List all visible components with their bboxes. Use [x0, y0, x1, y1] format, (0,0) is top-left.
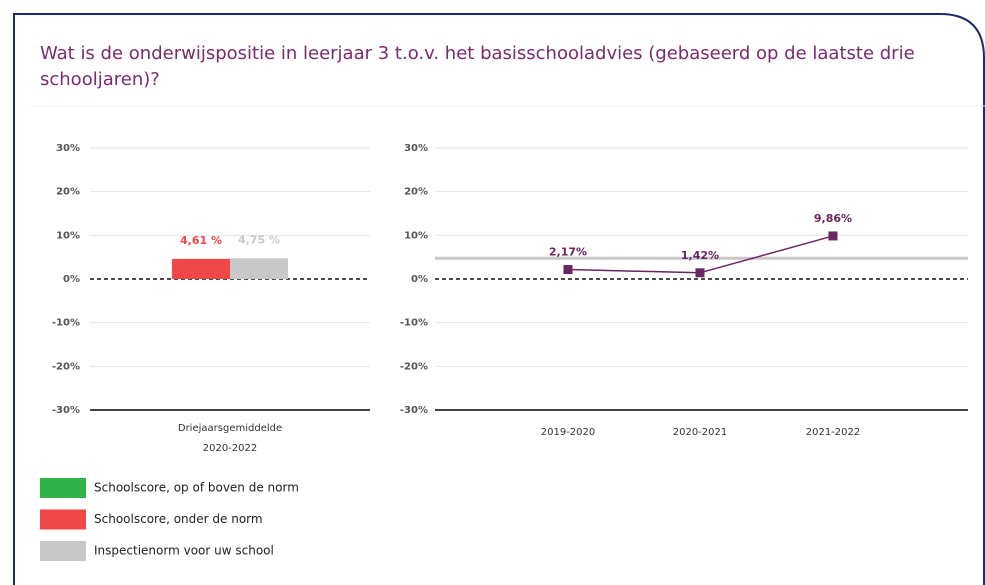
title-line: schooljaren)?: [40, 69, 160, 90]
y-tick-label: 10%: [56, 230, 80, 241]
legend-swatch: [40, 509, 86, 530]
frame: [13, 13, 985, 585]
y-tick-label: -10%: [52, 318, 80, 329]
marker: [828, 231, 838, 241]
y-tick-label: 10%: [404, 230, 428, 241]
title-line: Wat is de onderwijspositie in leerjaar 3…: [40, 43, 915, 64]
x-tick-label: 2020-2022: [203, 443, 258, 454]
y-tick-label: 30%: [56, 143, 80, 154]
value-label: 4,61 %: [180, 234, 222, 247]
marker: [695, 268, 705, 278]
legend-label: Schoolscore, onder de norm: [94, 512, 263, 526]
y-tick-label: 20%: [404, 187, 428, 198]
marker: [563, 265, 573, 275]
x-tick-label: 2021-2022: [806, 427, 861, 438]
y-tick-label: 0%: [63, 274, 80, 285]
x-tick-label: 2019-2020: [541, 427, 596, 438]
y-tick-label: -20%: [52, 361, 80, 372]
bar: [172, 258, 230, 279]
y-tick-label: 0%: [411, 274, 428, 285]
y-tick-label: -30%: [400, 405, 428, 416]
y-tick-label: -30%: [52, 405, 80, 416]
y-tick-label: 30%: [404, 143, 428, 154]
value-label: 9,86%: [814, 212, 852, 225]
legend-swatch: [40, 478, 86, 498]
bar: [230, 258, 288, 279]
y-tick-label: -20%: [400, 361, 428, 372]
x-tick-label: 2020-2021: [673, 427, 728, 438]
y-tick-label: -10%: [400, 318, 428, 329]
value-label: 1,42%: [681, 249, 719, 262]
x-tick-label: Driejaarsgemiddelde: [178, 423, 282, 434]
y-tick-label: 20%: [56, 187, 80, 198]
legend-label: Schoolscore, op of boven de norm: [94, 481, 299, 495]
value-label: 4,75 %: [238, 233, 280, 246]
value-label: 2,17%: [549, 246, 587, 259]
legend-swatch: [40, 541, 86, 561]
legend-label: Inspectienorm voor uw school: [94, 544, 274, 558]
